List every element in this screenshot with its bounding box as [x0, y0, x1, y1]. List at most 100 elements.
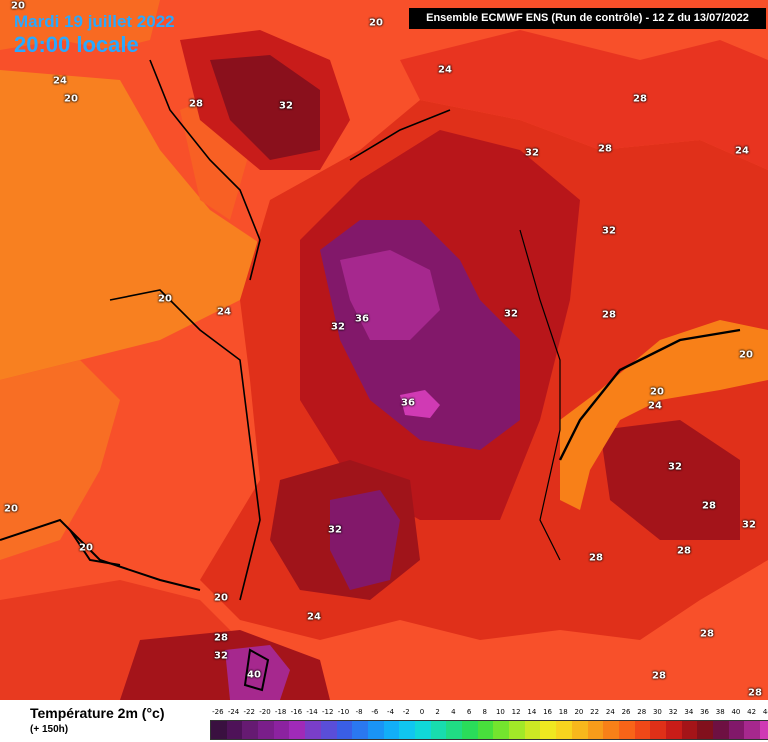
tick-label: -26 [212, 708, 224, 716]
isotherm-label: 28 [189, 98, 203, 110]
isotherm-label: 32 [328, 524, 342, 536]
color-swatch [399, 721, 415, 739]
isotherm-label: 32 [668, 461, 682, 473]
isotherm-label: 28 [602, 309, 616, 321]
color-swatch [414, 721, 431, 739]
coastline-spain [0, 518, 201, 591]
legend-title: Température 2m (°c) [30, 705, 165, 721]
tick-label: 44 [762, 708, 768, 716]
isotherm-label: 28 [598, 143, 612, 155]
tick-label: 22 [590, 708, 600, 716]
tick-label: 34 [684, 708, 694, 716]
color-swatch [571, 721, 588, 739]
tick-label: 14 [527, 708, 537, 716]
tick-label: 4 [451, 708, 456, 716]
tick-label: 0 [419, 708, 425, 716]
color-scale [210, 720, 768, 740]
field-north-sea [0, 0, 160, 50]
tick-label: -12 [322, 708, 334, 716]
isotherm-label: 20 [158, 293, 172, 305]
model-run-label: Ensemble ECMWF ENS (Run de contrôle) - 1… [409, 8, 766, 29]
isotherm-label: 20 [739, 349, 753, 361]
tick-label: 20 [574, 708, 584, 716]
coastline-france-west [109, 289, 261, 601]
color-swatch [650, 721, 666, 739]
color-swatch [509, 721, 525, 739]
tick-label: 10 [495, 708, 505, 716]
isotherm-label: 28 [700, 628, 714, 640]
isotherm-label: 20 [4, 503, 18, 515]
isotherm-label: 32 [602, 225, 616, 237]
tick-label: -18 [274, 708, 287, 716]
isotherm-label: 32 [331, 321, 345, 333]
color-swatch [524, 721, 541, 739]
isotherm-label: 24 [438, 64, 452, 76]
field-uk-hot [210, 55, 320, 160]
isotherm-label: 28 [214, 632, 228, 644]
color-swatch [587, 721, 604, 739]
legend: Température 2m (°c) (+ 150h) -26 -24 -22 -2… [0, 700, 768, 742]
tick-label: 8 [482, 708, 487, 716]
tick-label: 42 [747, 708, 757, 716]
isotherm-label: 20 [64, 93, 78, 105]
isotherm-label: 28 [633, 93, 647, 105]
border-france-east [519, 229, 561, 561]
field-paris-core [340, 250, 440, 340]
isotherm-label: 28 [652, 670, 666, 682]
color-swatch [383, 721, 400, 739]
color-swatch [477, 721, 494, 739]
tick-label: 6 [466, 708, 472, 716]
isotherm-label: 36 [401, 397, 415, 409]
isotherm-label: 20 [11, 0, 25, 12]
color-swatch [258, 721, 274, 739]
temperature-field [0, 0, 768, 700]
contour-alps [558, 328, 741, 461]
isotherm-label: 20 [369, 17, 383, 29]
color-swatch [352, 721, 368, 739]
isotherm-label: 28 [589, 552, 603, 564]
color-swatch [242, 721, 259, 739]
tick-label: 18 [558, 708, 568, 716]
tick-label: -20 [259, 708, 271, 716]
tick-label: 16 [543, 708, 553, 716]
color-swatch [430, 721, 447, 739]
tick-label: 12 [511, 708, 521, 716]
color-swatch [760, 721, 768, 739]
field-northeast [400, 30, 768, 170]
tick-label: -2 [402, 708, 410, 716]
field-italy-hot [600, 420, 740, 540]
isotherm-label: 32 [525, 147, 539, 159]
coastline-uk [149, 59, 261, 281]
isotherm-label: 20 [650, 386, 664, 398]
color-swatch [681, 721, 698, 739]
tick-label: 26 [621, 708, 631, 716]
isotherm-label: 24 [735, 145, 749, 157]
isotherm-label: 24 [217, 306, 231, 318]
isotherm-label: 20 [79, 542, 93, 554]
isotherm-label: 24 [53, 75, 67, 87]
field-spain-extreme [225, 645, 290, 700]
tick-label: -8 [355, 708, 363, 716]
color-swatch [665, 721, 682, 739]
tick-label: -6 [371, 708, 379, 716]
tick-label: 32 [668, 708, 678, 716]
tick-label: 38 [715, 708, 725, 716]
field-aquitaine-extreme [330, 490, 400, 590]
temperature-map: Mardi 19 juillet 2022 20:00 locale Ensem… [0, 0, 768, 700]
color-swatch [697, 721, 713, 739]
forecast-time: 20:00 locale [14, 32, 139, 57]
isotherm-label: 28 [748, 687, 762, 699]
color-swatch [744, 721, 761, 739]
isotherm-label: 32 [279, 100, 293, 112]
isotherm-label: 24 [307, 611, 321, 623]
isotherm-label: 32 [742, 519, 756, 531]
contour-spain-40 [243, 648, 270, 692]
tick-label: 36 [700, 708, 710, 716]
tick-label: -10 [337, 708, 350, 716]
tick-label: 24 [605, 708, 615, 716]
isotherm-label: 20 [214, 592, 228, 604]
isotherm-label: 28 [677, 545, 691, 557]
field-alps [560, 320, 768, 510]
color-swatch [713, 721, 729, 739]
color-swatch [603, 721, 619, 739]
